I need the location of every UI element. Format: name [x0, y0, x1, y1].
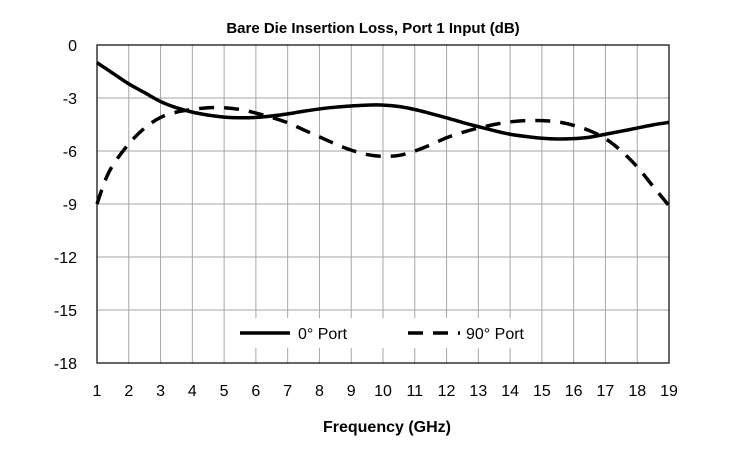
x-tick-label: 12	[438, 383, 456, 400]
y-axis-ticks: 0 -3 -6 -9 -12 -15 -18	[54, 38, 77, 373]
x-tick-label: 3	[156, 383, 165, 400]
grid-lines	[97, 45, 669, 363]
y-tick-label: -3	[63, 91, 77, 108]
x-tick-label: 9	[347, 383, 356, 400]
y-tick-label: -6	[63, 144, 77, 161]
legend-label-1: 90° Port	[466, 326, 525, 343]
series-lines	[95, 61, 671, 207]
x-tick-label: 17	[597, 383, 615, 400]
legend-label-0: 0° Port	[298, 326, 348, 343]
x-axis-label: Frequency (GHz)	[323, 419, 451, 436]
x-tick-label: 2	[124, 383, 133, 400]
x-tick-label: 7	[283, 383, 292, 400]
x-tick-label: 11	[406, 383, 423, 400]
y-tick-label: -15	[54, 303, 77, 320]
x-tick-label: 19	[660, 383, 678, 400]
series-line-1	[95, 105, 671, 207]
series-line-0	[96, 61, 670, 141]
x-axis-ticks: 1 2 3 4 5 6 7 8 9 10 11 12 13 14 15 16 17 18 19	[93, 383, 678, 400]
y-tick-label: -9	[63, 197, 77, 214]
y-tick-label: 0	[68, 38, 77, 55]
chart-title: Bare Die Insertion Loss, Port 1 Input (d…	[226, 20, 519, 37]
plot-frame	[96, 44, 670, 364]
x-tick-label: 10	[374, 383, 392, 400]
legend: 0° Port 90° Port	[230, 318, 540, 348]
x-tick-label: 8	[315, 383, 324, 400]
y-tick-label: -18	[54, 356, 77, 373]
y-tick-label: -12	[54, 250, 77, 267]
x-tick-label: 18	[628, 383, 646, 400]
x-tick-label: 5	[220, 383, 229, 400]
x-tick-label: 6	[251, 383, 260, 400]
x-tick-label: 13	[469, 383, 487, 400]
x-tick-label: 16	[565, 383, 583, 400]
x-tick-label: 1	[93, 383, 102, 400]
x-tick-label: 14	[501, 383, 519, 400]
x-tick-label: 15	[533, 383, 551, 400]
x-tick-label: 4	[188, 383, 197, 400]
